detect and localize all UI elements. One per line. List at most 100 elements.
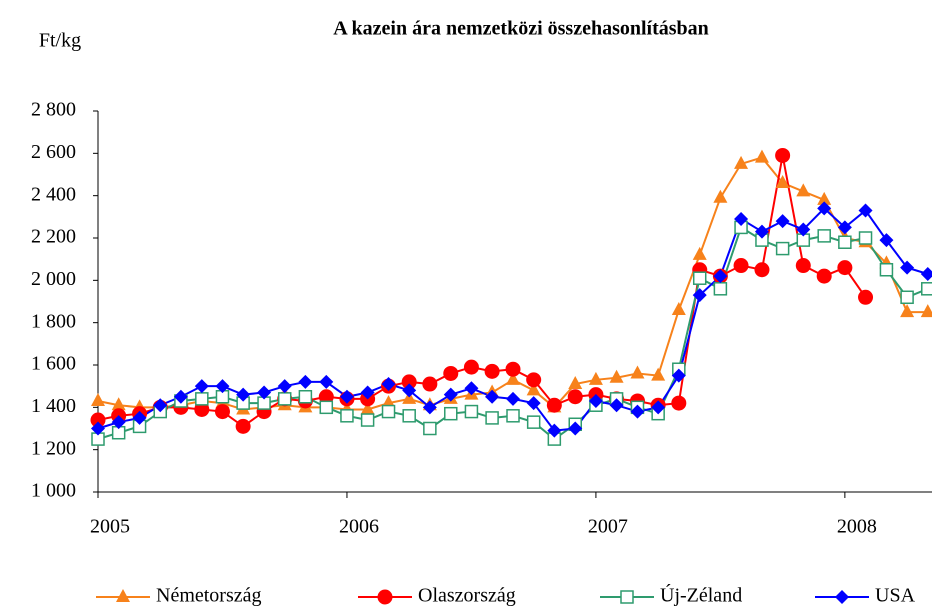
- chart-title: A kazein ára nemzetközi összehasonlításb…: [333, 18, 709, 40]
- marker: [692, 271, 707, 285]
- marker: [879, 263, 894, 277]
- marker: [795, 258, 811, 274]
- marker: [298, 390, 313, 404]
- marker: [775, 174, 790, 188]
- marker: [775, 214, 790, 229]
- y-tick-label: 1 200: [31, 437, 76, 459]
- marker: [111, 397, 126, 411]
- marker: [277, 379, 292, 394]
- marker: [484, 363, 500, 379]
- marker: [319, 374, 334, 389]
- x-tick-label: 2008: [837, 516, 877, 538]
- marker: [422, 400, 437, 415]
- marker: [734, 155, 749, 169]
- legend-label: Új-Zéland: [660, 583, 742, 607]
- marker: [900, 290, 914, 305]
- marker: [91, 421, 105, 436]
- marker: [817, 229, 831, 243]
- marker: [733, 258, 749, 274]
- legend-label: Németország: [156, 585, 262, 607]
- marker: [257, 385, 272, 400]
- marker: [837, 220, 852, 235]
- x-tick-label: 2005: [90, 516, 130, 538]
- marker: [651, 367, 666, 381]
- marker: [422, 376, 438, 392]
- marker: [900, 260, 915, 275]
- marker: [734, 211, 749, 226]
- marker: [214, 404, 230, 420]
- marker: [920, 304, 932, 318]
- marker: [620, 590, 634, 604]
- y-tick-label: 1 400: [31, 395, 76, 417]
- marker: [360, 401, 375, 415]
- marker: [235, 418, 251, 434]
- marker: [195, 392, 209, 406]
- marker: [858, 203, 873, 218]
- marker: [817, 201, 832, 216]
- marker: [443, 365, 459, 381]
- y-tick-label: 2 400: [31, 183, 76, 205]
- marker: [444, 406, 458, 421]
- marker: [194, 379, 209, 394]
- y-tick-label: 1 000: [31, 480, 76, 502]
- marker: [816, 268, 832, 284]
- marker: [588, 393, 603, 408]
- marker: [775, 241, 790, 256]
- marker: [609, 398, 624, 413]
- marker: [318, 389, 334, 405]
- marker: [837, 260, 853, 276]
- marker: [319, 400, 334, 415]
- y-axis-label: Ft/kg: [39, 30, 81, 52]
- marker: [132, 410, 147, 425]
- marker: [153, 398, 168, 413]
- marker: [546, 397, 562, 413]
- marker: [526, 396, 541, 411]
- x-tick-label: 2006: [339, 516, 379, 538]
- marker: [506, 391, 521, 406]
- marker: [277, 392, 292, 406]
- marker: [900, 304, 915, 318]
- marker: [298, 374, 313, 389]
- marker: [463, 359, 479, 375]
- marker: [671, 301, 686, 315]
- marker: [568, 376, 583, 390]
- y-tick-label: 2 000: [31, 268, 76, 290]
- marker: [215, 379, 230, 394]
- marker: [775, 147, 791, 163]
- marker: [609, 369, 624, 383]
- marker: [713, 189, 728, 203]
- marker: [236, 387, 251, 402]
- y-tick-label: 1 600: [31, 353, 76, 375]
- marker: [921, 282, 932, 296]
- marker: [630, 365, 645, 379]
- marker: [651, 400, 666, 415]
- marker: [360, 413, 375, 427]
- marker: [381, 404, 396, 419]
- marker: [588, 371, 603, 385]
- marker: [505, 361, 521, 377]
- marker: [796, 222, 811, 237]
- marker: [713, 282, 728, 296]
- marker: [817, 191, 832, 205]
- marker: [547, 423, 562, 438]
- y-tick-label: 2 200: [31, 226, 76, 248]
- marker: [754, 224, 769, 239]
- marker: [506, 371, 521, 385]
- marker: [377, 589, 393, 605]
- marker: [692, 246, 707, 260]
- marker: [920, 266, 932, 281]
- marker: [90, 412, 106, 428]
- marker: [692, 288, 707, 303]
- marker: [194, 401, 210, 417]
- marker: [526, 415, 541, 429]
- marker: [464, 381, 479, 396]
- marker: [402, 383, 417, 398]
- marker: [858, 231, 873, 245]
- marker: [485, 389, 500, 404]
- marker: [879, 233, 894, 248]
- marker: [796, 183, 811, 197]
- marker: [526, 372, 542, 388]
- marker: [381, 377, 396, 392]
- marker: [754, 149, 769, 163]
- marker: [526, 382, 541, 396]
